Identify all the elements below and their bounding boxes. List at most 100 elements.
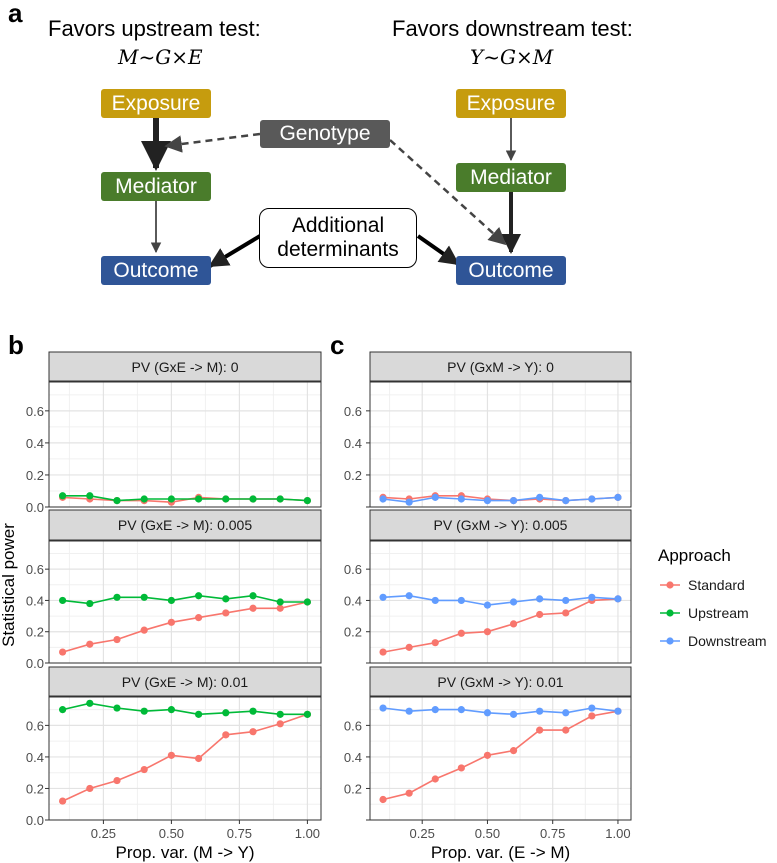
data-point-standard — [167, 618, 175, 626]
series-line-standard — [62, 601, 308, 653]
data-point-downstream — [405, 707, 413, 715]
data-point-standard — [588, 712, 596, 720]
facet-strip-label: PV (GxM -> Y): 0 — [447, 359, 554, 375]
data-point-downstream — [509, 710, 518, 718]
facet-strip-label: PV (GxE -> M): 0.005 — [118, 517, 252, 533]
facet-b-2: PV (GxE -> M): 0.005 0.0 0.2 0.4 0.6 — [26, 509, 322, 671]
x-axis-label: Prop. var. (M -> Y) — [115, 843, 254, 862]
additional-determinants-node: Additional determinants — [259, 208, 417, 268]
data-point-standard — [222, 731, 230, 739]
x-tick-label: 1.00 — [295, 826, 320, 841]
series-line-upstream — [62, 594, 308, 605]
data-point-upstream — [195, 495, 203, 503]
data-point-upstream — [303, 710, 311, 718]
data-point-downstream — [483, 709, 492, 717]
y-tick-label: 0.4 — [344, 593, 362, 608]
data-point-upstream — [140, 495, 148, 503]
x-tick-label: 0.50 — [159, 826, 184, 841]
x-axis-label: Prop. var. (E -> M) — [431, 843, 570, 862]
x-tick-label: 0.75 — [540, 826, 565, 841]
data-point-downstream — [536, 493, 544, 501]
data-point-standard — [457, 764, 465, 772]
data-point-standard — [509, 620, 518, 628]
x-tick-label: 0.25 — [410, 826, 435, 841]
y-tick-label: 0.0 — [26, 500, 44, 515]
data-point-downstream — [405, 498, 413, 506]
data-point-upstream — [249, 707, 257, 715]
x-tick-label: 0.50 — [475, 826, 500, 841]
series-line-downstream — [383, 496, 619, 504]
data-point-upstream — [303, 496, 311, 505]
plot-area — [48, 381, 322, 508]
data-point-standard — [59, 797, 67, 805]
data-point-upstream — [86, 699, 94, 707]
facet-b-1: PV (GxE -> M): 0 0.0 0.2 0.4 0.6 — [26, 351, 322, 515]
data-point-downstream — [588, 593, 596, 601]
y-tick-label: 0.4 — [344, 750, 362, 765]
additional-line2: determinants — [277, 238, 399, 261]
data-point-upstream — [276, 710, 284, 718]
panel-b-label: b — [8, 330, 24, 360]
y-tick-label: 0.2 — [344, 781, 362, 796]
data-point-upstream — [222, 595, 230, 603]
mediator-node-right: Mediator — [456, 163, 566, 192]
series-line-upstream — [62, 702, 308, 716]
mediator-node-left: Mediator — [101, 172, 211, 201]
exposure-node-right: Exposure — [456, 89, 566, 118]
y-tick-label: 0.6 — [344, 404, 362, 419]
facet-c-1: PV (GxM -> Y): 0 0.2 0.4 0.6 — [344, 351, 632, 508]
legend-key-point — [666, 637, 674, 645]
plot-border — [48, 381, 322, 508]
data-point-downstream — [588, 704, 596, 712]
data-point-downstream — [536, 595, 544, 603]
plot-border — [369, 540, 632, 664]
data-point-standard — [509, 747, 518, 755]
plot-border — [369, 381, 632, 508]
y-tick-label: 0.2 — [344, 625, 362, 640]
data-point-downstream — [536, 707, 544, 715]
facet-strip-label: PV (GxE -> M): 0.01 — [122, 674, 249, 690]
diagram-arrows — [141, 118, 521, 268]
y-tick-label: 0.4 — [26, 750, 44, 765]
data-point-standard — [405, 643, 413, 651]
data-point-upstream — [59, 492, 67, 500]
panel-a-label: a — [8, 0, 23, 28]
data-point-standard — [113, 635, 121, 644]
facet-c-3: PV (GxM -> Y): 0.01 0.2 0.4 0.6 0.25 0.50 0.75… — [344, 666, 632, 862]
data-point-upstream — [167, 706, 175, 714]
plot-border — [369, 696, 632, 821]
data-point-standard — [379, 648, 387, 656]
data-point-downstream — [483, 601, 492, 609]
data-point-standard — [195, 614, 203, 622]
series-line-standard — [62, 713, 308, 802]
data-point-standard — [483, 628, 492, 636]
data-point-upstream — [167, 495, 175, 503]
facet-strip — [48, 351, 322, 382]
series-line-upstream — [62, 495, 308, 502]
data-point-upstream — [195, 592, 203, 600]
data-point-downstream — [509, 496, 518, 505]
y-tick-label: 0.6 — [26, 562, 44, 577]
data-point-downstream — [509, 598, 518, 606]
data-point-standard — [59, 648, 67, 656]
data-point-standard — [457, 629, 465, 637]
y-tick-label: 0.6 — [344, 562, 362, 577]
data-point-standard — [140, 765, 148, 774]
data-point-downstream — [457, 495, 465, 503]
data-point-upstream — [113, 593, 121, 601]
y-tick-label: 0.0 — [26, 656, 44, 671]
y-tick-label: 0.2 — [26, 468, 44, 483]
facet-strip-label: PV (GxM -> Y): 0.01 — [437, 674, 563, 690]
facet-strip — [369, 509, 632, 541]
data-point-downstream — [614, 707, 622, 715]
data-point-standard — [536, 610, 544, 619]
data-point-downstream — [405, 592, 413, 600]
y-tick-label: 0.4 — [26, 593, 44, 608]
facet-b-3: PV (GxE -> M): 0.01 0.0 0.2 0.4 0.6 0.25 0.50 0… — [26, 666, 322, 862]
facet-c-2: PV (GxM -> Y): 0.005 0.2 0.4 0.6 — [344, 509, 632, 664]
x-tick-label: 0.75 — [227, 826, 252, 841]
data-point-standard — [86, 784, 94, 793]
legend-item-label: Upstream — [688, 605, 749, 621]
legend-item-label: Downstream — [688, 633, 767, 649]
y-tick-label: 0.2 — [26, 625, 44, 640]
